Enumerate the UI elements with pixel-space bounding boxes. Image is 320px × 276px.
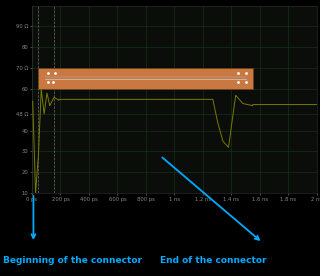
- Bar: [38, 68, 253, 89]
- Text: Beginning of the connector: Beginning of the connector: [3, 256, 142, 265]
- Text: End of the connector: End of the connector: [160, 256, 267, 265]
